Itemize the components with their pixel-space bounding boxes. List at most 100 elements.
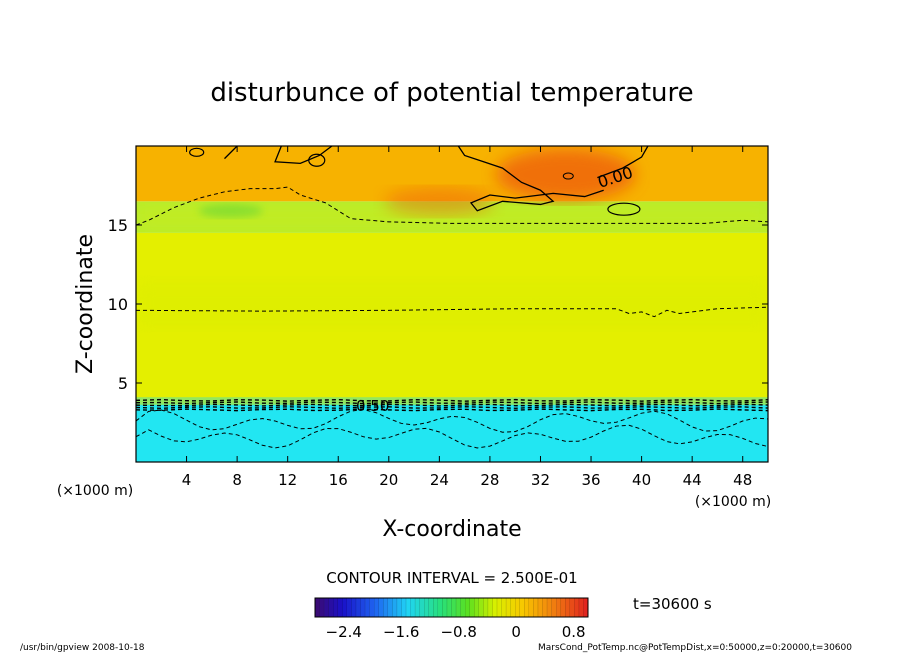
plot-area: [136, 146, 768, 462]
colorbar-cell: [360, 598, 366, 617]
x-axis-label: X-coordinate: [382, 517, 521, 542]
y-axis-label: Z-coordinate: [73, 234, 98, 374]
colorbar-cell: [465, 598, 470, 617]
colorbar-cell: [528, 598, 534, 617]
colorbar-cell: [574, 598, 580, 617]
colorbar-cell: [547, 598, 552, 617]
contour-front-4: [136, 406, 768, 409]
contour-zero-c: [224, 146, 333, 165]
colorbar-cell: [515, 598, 521, 617]
contour-zero-b: [597, 146, 649, 179]
colorbar-cell: [519, 598, 525, 617]
colorbar-cell: [424, 598, 430, 617]
x-tick-label-40: 40: [632, 471, 651, 489]
colorbar-cell: [446, 598, 452, 617]
colorbar-frame: [314, 597, 589, 618]
colorbar-cell: [483, 598, 489, 617]
footer-right: MarsCond_PotTemp.nc@PotTempDist,x=0:5000…: [538, 643, 852, 653]
colorbar-cell: [396, 598, 402, 617]
warm-max-2: [384, 187, 495, 216]
contour-zero-loop-3: [607, 202, 641, 216]
y-tick-label-5: 5: [118, 374, 128, 393]
contour-zero-loop-2: [189, 147, 205, 157]
colorbar-cell: [497, 598, 502, 617]
colorbar-cell: [383, 598, 389, 617]
colorbar-cell: [365, 598, 370, 617]
colorbar-cell: [428, 598, 434, 617]
contour-dashed-upper: [136, 186, 768, 226]
colorbar-cell: [419, 598, 425, 617]
contour-front-2: [136, 401, 768, 405]
colorbar-cell: [328, 598, 334, 617]
contour-zero-loop-4: [562, 172, 574, 180]
colorbar-tick-label: 0.8: [562, 623, 586, 641]
fill-mid-band: [136, 280, 768, 328]
colorbar-cell: [456, 598, 461, 617]
contour-label-half: 0.50: [356, 397, 389, 415]
x-axis-ticks: 4 8 12 16 20 24 28 32 36 40 44 48: [182, 146, 752, 489]
contour-interval-text: CONTOUR INTERVAL = 2.500E-01: [326, 569, 577, 587]
colorbar-cell: [369, 598, 375, 617]
colorbar-cell: [346, 598, 352, 617]
colorbar-cell: [542, 598, 548, 617]
contour-zero-loop-1: [308, 153, 326, 167]
footer-left: /usr/bin/gpview 2008-10-18: [20, 643, 145, 653]
x-tick-label-44: 44: [683, 471, 702, 489]
colorbar-cell: [378, 598, 384, 617]
colorbar-cell: [487, 598, 493, 617]
colorbar-cell: [583, 598, 589, 617]
x-unit-right: (×1000 m): [695, 494, 771, 510]
colorbar-cell: [451, 598, 457, 617]
contour-dashed-middle: [136, 306, 768, 318]
colorbar-tick-label: −1.6: [383, 623, 419, 641]
colorbar-cell: [333, 598, 339, 617]
color-fill-layers: [136, 146, 768, 462]
x-tick-label-20: 20: [379, 471, 398, 489]
y-tick-label-15: 15: [108, 216, 128, 235]
x-tick-label-24: 24: [430, 471, 449, 489]
colorbar-cell: [442, 598, 448, 617]
colorbar-tick-label: 0: [511, 623, 521, 641]
contour-front-1: [136, 398, 768, 402]
colorbar-cell: [560, 598, 566, 617]
colorbar-cell: [401, 598, 407, 617]
time-text: t=30600 s: [633, 595, 712, 613]
colorbar-cell: [410, 598, 416, 617]
colorbar-cell: [437, 598, 443, 617]
y-tick-label-10: 10: [108, 295, 128, 314]
chart-title: disturbunce of potential temperature: [210, 78, 693, 108]
colorbar-cell: [510, 598, 516, 617]
x-tick-label-16: 16: [329, 471, 348, 489]
colorbar-tick-label: −0.8: [440, 623, 476, 641]
colorbar-cell: [415, 598, 420, 617]
colorbar-cell: [319, 598, 325, 617]
x-tick-label-48: 48: [733, 471, 752, 489]
colorbar-cell: [474, 598, 480, 617]
contour-cold-2: [136, 424, 768, 449]
fill-layer-1: [136, 403, 768, 462]
fill-green-spot: [198, 203, 263, 218]
y-axis-ticks: 5 10 15: [108, 216, 768, 393]
contour-front-5: [136, 408, 768, 412]
colorbar-ticks: −2.4 −1.6 −0.8 0 0.8: [326, 623, 586, 641]
colorbar-cell: [351, 598, 357, 617]
colorbar-cell: [556, 598, 561, 617]
colorbar-tick-label: −2.4: [326, 623, 362, 641]
colorbar-cell: [569, 598, 575, 617]
colorbar-cell: [506, 598, 511, 617]
colorbar-cell: [315, 598, 320, 617]
contour-front-3: [136, 403, 768, 407]
colorbar-cell: [469, 598, 475, 617]
x-tick-label-28: 28: [480, 471, 499, 489]
colorbar-cell: [460, 598, 466, 617]
colorbar-cell: [537, 598, 543, 617]
x-tick-label-8: 8: [232, 471, 242, 489]
x-tick-label-12: 12: [278, 471, 297, 489]
x-unit-left: (×1000 m): [57, 483, 133, 499]
colorbar-cell: [565, 598, 571, 617]
colorbar-cell: [551, 598, 557, 617]
colorbar-cell: [324, 598, 329, 617]
colorbar-cell: [533, 598, 539, 617]
colorbar-cell: [578, 598, 584, 617]
